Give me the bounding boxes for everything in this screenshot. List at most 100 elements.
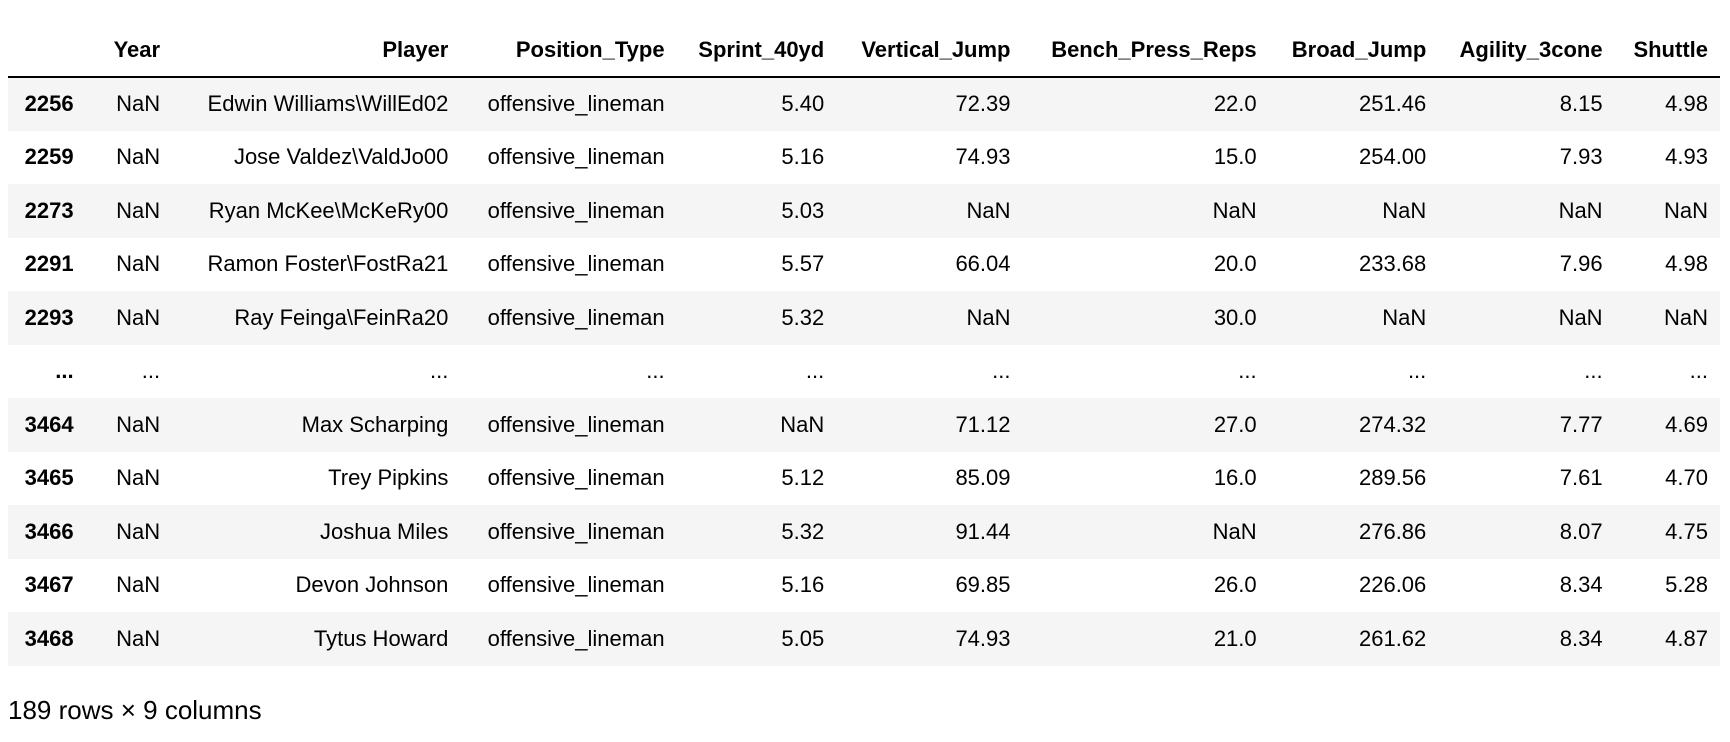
header-row: Year Player Position_Type Sprint_40yd Vertic… xyxy=(8,24,1720,78)
table-cell: 91.44 xyxy=(955,518,1011,544)
table-cell: NaN xyxy=(116,304,161,330)
table-cell: 7.61 xyxy=(1559,465,1603,491)
column-header: Agility_3cone xyxy=(1438,24,1615,78)
table-cell: 7.96 xyxy=(1559,251,1603,277)
row-index: 2293 xyxy=(24,304,74,330)
table-cell: 66.04 xyxy=(955,251,1011,277)
table-cell: 30.0 xyxy=(1213,304,1257,330)
table-cell: 8.07 xyxy=(1559,518,1603,544)
table-cell: offensive_lineman xyxy=(487,465,665,491)
table-cell: NaN xyxy=(1558,197,1603,223)
table-header: Year Player Position_Type Sprint_40yd Vertic… xyxy=(8,24,1720,78)
table-cell: Ray Feinga\FeinRa20 xyxy=(234,304,449,330)
table-row: 3464 NaN Max Scharping offensive_lineman NaN… xyxy=(8,398,1720,452)
table-row: .............................. xyxy=(8,344,1720,398)
table-row: 3467 NaN Devon Johnson offensive_lineman 5.1… xyxy=(8,558,1720,612)
table-cell: 5.12 xyxy=(781,465,825,491)
table-cell: 85.09 xyxy=(955,465,1011,491)
table-cell: NaN xyxy=(116,411,161,437)
table-cell: NaN xyxy=(1558,304,1603,330)
table-cell: NaN xyxy=(1212,518,1257,544)
table-cell: 71.12 xyxy=(955,411,1011,437)
table-cell: 251.46 xyxy=(1358,91,1427,117)
table-cell: NaN xyxy=(1382,197,1427,223)
table-cell: offensive_lineman xyxy=(487,304,665,330)
table-row: 3468 NaN Tytus Howard offensive_lineman 5.05… xyxy=(8,612,1720,666)
table-cell: NaN xyxy=(116,91,161,117)
table-cell: ... xyxy=(1238,358,1257,384)
row-index: 2259 xyxy=(24,144,74,170)
table-cell: 5.57 xyxy=(781,251,825,277)
table-body: 2256 NaN Edwin Williams\WillEd02 offensive_… xyxy=(8,77,1720,666)
table-cell: offensive_lineman xyxy=(487,197,665,223)
dataframe-table: Year Player Position_Type Sprint_40yd Vertic… xyxy=(8,24,1720,666)
table-cell: ... xyxy=(1689,358,1708,384)
column-header: Player xyxy=(172,24,461,78)
index-column-header xyxy=(8,24,86,78)
table-cell: 26.0 xyxy=(1213,572,1257,598)
table-cell: NaN xyxy=(1212,197,1257,223)
table-cell: ... xyxy=(805,358,825,384)
table-cell: Jose Valdez\ValdJo00 xyxy=(233,144,449,170)
table-cell: NaN xyxy=(1663,304,1708,330)
table-cell: 289.56 xyxy=(1358,465,1427,491)
table-cell: ... xyxy=(1584,358,1603,384)
table-cell: Devon Johnson xyxy=(295,572,449,598)
table-cell: Trey Pipkins xyxy=(328,465,449,491)
table-cell: Tytus Howard xyxy=(313,625,449,651)
row-index: 2291 xyxy=(24,251,74,277)
table-cell: ... xyxy=(141,358,161,384)
shape-summary: 189 rows × 9 columns xyxy=(8,695,262,725)
table-cell: 5.28 xyxy=(1665,572,1708,598)
table-cell: 20.0 xyxy=(1213,251,1257,277)
table-cell: 69.85 xyxy=(955,572,1011,598)
table-cell: 4.98 xyxy=(1665,91,1708,117)
table-cell: NaN xyxy=(1382,304,1427,330)
row-index: 3467 xyxy=(24,572,74,598)
table-cell: ... xyxy=(430,358,449,384)
row-index: 3468 xyxy=(24,625,74,651)
table-cell: 4.70 xyxy=(1665,465,1708,491)
dataframe-output: Year Player Position_Type Sprint_40yd Vertic… xyxy=(8,24,1720,666)
table-cell: offensive_lineman xyxy=(487,144,665,170)
table-cell: 27.0 xyxy=(1213,411,1257,437)
table-cell: NaN xyxy=(1663,197,1708,223)
row-index: ... xyxy=(55,358,74,384)
table-cell: 5.16 xyxy=(781,144,825,170)
table-cell: ... xyxy=(1407,358,1427,384)
table-cell: 276.86 xyxy=(1358,518,1427,544)
table-cell: 261.62 xyxy=(1358,625,1427,651)
table-cell: 4.69 xyxy=(1665,411,1708,437)
table-cell: offensive_lineman xyxy=(487,625,665,651)
table-cell: 4.98 xyxy=(1665,251,1708,277)
table-cell: 4.75 xyxy=(1665,518,1708,544)
row-index: 3464 xyxy=(24,411,74,437)
table-cell: NaN xyxy=(116,144,161,170)
table-cell: offensive_lineman xyxy=(487,251,665,277)
table-cell: offensive_lineman xyxy=(487,518,665,544)
table-row: 2291 NaN Ramon Foster\FostRa21 offensive_li… xyxy=(8,237,1720,291)
table-cell: 15.0 xyxy=(1213,144,1257,170)
table-cell: 21.0 xyxy=(1213,625,1257,651)
table-cell: NaN xyxy=(966,304,1011,330)
table-cell: 5.32 xyxy=(781,304,825,330)
column-header: Shuttle xyxy=(1614,24,1720,78)
table-cell: 74.93 xyxy=(955,625,1011,651)
table-cell: Ramon Foster\FostRa21 xyxy=(207,251,449,277)
column-header: Vertical_Jump xyxy=(836,24,1023,78)
row-index: 2273 xyxy=(24,197,74,223)
table-cell: 5.32 xyxy=(781,518,825,544)
table-cell: NaN xyxy=(116,251,161,277)
table-cell: offensive_lineman xyxy=(487,411,665,437)
table-cell: 5.16 xyxy=(781,572,825,598)
table-cell: 5.05 xyxy=(781,625,825,651)
table-row: 2256 NaN Edwin Williams\WillEd02 offensive_… xyxy=(8,77,1720,131)
column-header: Year xyxy=(85,24,173,78)
table-row: 3466 NaN Joshua Miles offensive_lineman 5.32… xyxy=(8,505,1720,559)
table-cell: 233.68 xyxy=(1358,251,1427,277)
table-cell: NaN xyxy=(966,197,1011,223)
table-cell: Ryan McKee\McKeRy00 xyxy=(208,197,449,223)
table-cell: NaN xyxy=(116,197,161,223)
table-cell: 8.15 xyxy=(1559,91,1603,117)
column-header: Bench_Press_Reps xyxy=(1022,24,1269,78)
